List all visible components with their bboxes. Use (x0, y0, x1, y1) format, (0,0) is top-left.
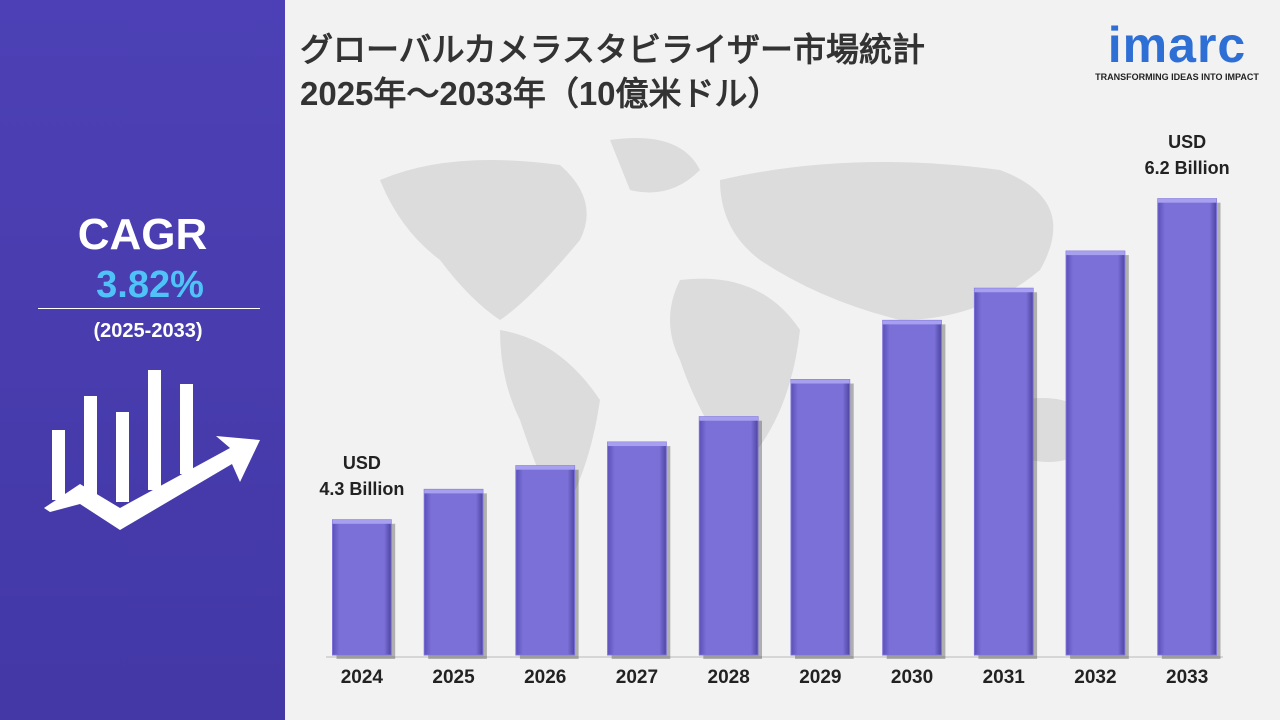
logo-name: imarc (1107, 17, 1247, 73)
divider (38, 308, 260, 309)
chart-title: グローバルカメラスタビライザー市場統計 (300, 31, 926, 68)
bar-cap (699, 416, 758, 421)
sidebar: CAGR 3.82% (2025-2033) (0, 0, 285, 720)
bar-cap (515, 465, 575, 470)
cagr-label: CAGR (77, 210, 208, 259)
bar-cap (1066, 251, 1125, 256)
x-tick-label: 2031 (983, 667, 1026, 688)
chart-subtitle: 2025年～2033年（10億米ドル） (300, 75, 781, 112)
bar (790, 379, 851, 656)
bar-cap (974, 288, 1034, 293)
logo-tagline: TRANSFORMING IDEAS INTO IMPACT (1095, 72, 1259, 82)
x-tick-label: 2028 (708, 667, 750, 688)
x-tick-label: 2032 (1074, 667, 1116, 688)
x-tick-label: 2024 (341, 667, 384, 688)
title-block: グローバルカメラスタビライザー市場統計 2025年～2033年（10億米ドル） (300, 28, 925, 116)
bar-cap (332, 519, 392, 524)
bar-cap (882, 320, 942, 325)
bar-cap (1157, 198, 1217, 203)
bar-cap (607, 442, 667, 447)
bar (698, 416, 759, 656)
bar (332, 519, 392, 656)
cagr-value: 3.82% (96, 264, 204, 306)
logo: imarc TRANSFORMING IDEAS INTO IMPACT (1092, 18, 1262, 82)
bar (1065, 250, 1126, 656)
cagr-period: (2025-2033) (93, 320, 203, 342)
x-tick-label: 2033 (1166, 667, 1208, 688)
bar (882, 319, 942, 656)
bar-cap (791, 379, 850, 384)
x-tick-label: 2026 (524, 667, 566, 688)
bar (973, 287, 1034, 656)
growth-icon (44, 370, 260, 530)
bar (515, 465, 576, 656)
x-tick-label: 2027 (616, 667, 658, 688)
bar (423, 488, 484, 656)
bar (607, 441, 667, 656)
bar-cap (424, 489, 483, 494)
value-label: USD 4.3 Billion (319, 452, 405, 499)
x-tick-label: 2029 (799, 667, 841, 688)
bar (1157, 198, 1217, 656)
x-tick-label: 2025 (432, 667, 475, 688)
x-tick-label: 2030 (891, 667, 933, 688)
value-label: USD 6.2 Billion (1144, 131, 1230, 178)
